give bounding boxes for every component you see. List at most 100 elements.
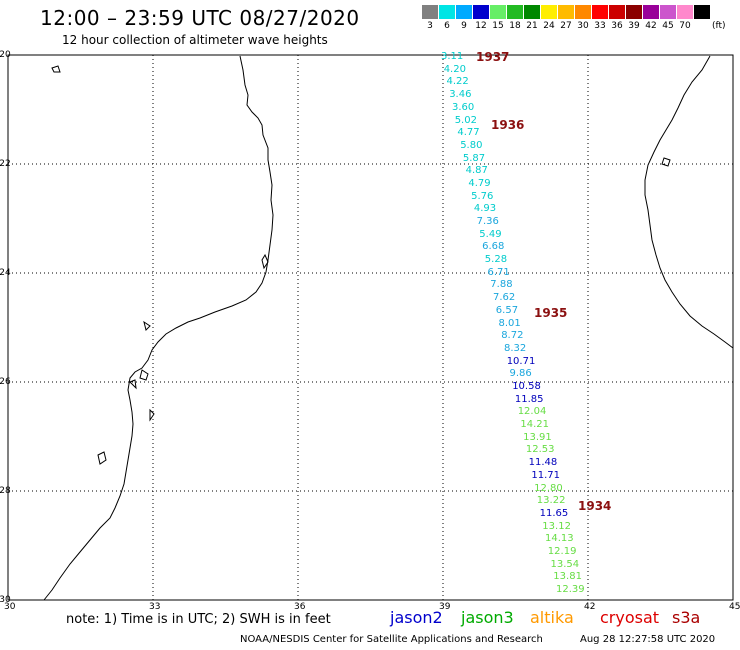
- wave-height-value: 4.87: [465, 165, 488, 177]
- coastline-madagascar-islet: [661, 157, 671, 167]
- wave-height-value: 12.04: [517, 406, 547, 418]
- satellite-name: jason2: [390, 608, 443, 627]
- legend-label: 30: [577, 21, 589, 31]
- legend-label: 12: [475, 21, 487, 31]
- lon-label: 42: [584, 602, 596, 612]
- wave-height-value: 10.58: [512, 381, 541, 392]
- legend-swatch: [541, 5, 557, 19]
- footer-note: note: 1) Time is in UTC; 2) SWH is in fe…: [66, 612, 331, 627]
- legend-label: 18: [509, 21, 521, 31]
- legend-label: 3: [427, 21, 433, 31]
- wave-height-value: 11.71: [531, 469, 561, 481]
- satellite-name: altika: [530, 608, 574, 627]
- wave-height-value: 11.85: [514, 393, 544, 405]
- legend-label: 24: [543, 21, 555, 31]
- wave-height-value: 4.77: [457, 127, 480, 139]
- wave-height-value: 7.62: [493, 292, 516, 304]
- page-title: 12:00 – 23:59 UTC 08/27/2020: [40, 6, 360, 30]
- legend-swatch: [660, 5, 676, 19]
- legend-label: 36: [611, 21, 623, 31]
- legend-unit: (ft): [712, 21, 726, 31]
- grid-lines: [8, 55, 733, 600]
- wave-height-value: 12.80: [534, 482, 563, 494]
- wave-height-value: 12.19: [547, 545, 577, 557]
- legend-swatch: [439, 5, 455, 19]
- legend-label: 45: [662, 21, 674, 31]
- revolution-number: 1935: [534, 306, 568, 320]
- wave-height-value: 12.39: [556, 584, 585, 595]
- revolution-number: 1936: [491, 118, 525, 132]
- wave-height-value: 11.48: [528, 457, 558, 469]
- revolution-number: 1934: [578, 499, 612, 513]
- wave-height-value: 7.36: [476, 216, 499, 227]
- wave-height-value: 12.53: [525, 444, 555, 456]
- wave-height-value: 13.22: [536, 495, 566, 507]
- wave-height-value: 5.87: [462, 152, 486, 164]
- lat-label: -20: [0, 50, 11, 60]
- legend-label: 33: [594, 21, 606, 31]
- wave-height-value: 3.46: [449, 89, 472, 101]
- legend-swatch: [677, 5, 693, 19]
- legend-swatch: [626, 5, 642, 19]
- lon-label: 36: [294, 602, 306, 612]
- legend-label: 39: [628, 21, 640, 31]
- wave-height-value: 4.22: [446, 76, 469, 88]
- revolution-number: 1937: [476, 50, 510, 64]
- wave-height-value: 9.86: [509, 368, 532, 380]
- legend-swatch: [575, 5, 591, 19]
- wave-height-value: 3.60: [452, 101, 475, 113]
- lon-label: 45: [729, 602, 740, 612]
- lon-label: 30: [4, 602, 16, 612]
- legend-swatch: [643, 5, 659, 19]
- legend-label: 42: [645, 21, 657, 31]
- wave-height-value: 10.71: [506, 355, 536, 367]
- inlet: [51, 65, 269, 465]
- lat-label: -24: [0, 268, 11, 278]
- legend-swatch: [473, 5, 489, 19]
- legend-swatch: [592, 5, 608, 19]
- lat-label: -26: [0, 377, 11, 387]
- wave-height-value: 4.20: [443, 63, 466, 75]
- legend-swatch: [456, 5, 472, 19]
- satellite-name: cryosat: [600, 608, 660, 627]
- wave-height-value: 11.65: [539, 507, 569, 519]
- legend-swatch: [609, 5, 625, 19]
- wave-height-value: 8.32: [504, 342, 527, 354]
- wave-height-value: 5.02: [454, 114, 477, 126]
- lat-label: -30: [0, 595, 11, 605]
- legend-swatch: [524, 5, 540, 19]
- legend-label: 6: [444, 21, 450, 31]
- legend-swatch: [694, 5, 710, 19]
- wave-height-value: 8.72: [501, 330, 524, 342]
- wave-height-value: 3.11: [441, 51, 464, 62]
- coastline-madagascar: [644, 55, 734, 349]
- footer-timestamp: Aug 28 12:27:58 UTC 2020: [580, 634, 716, 645]
- legend-label: 70: [679, 21, 691, 31]
- wave-height-value: 5.28: [484, 254, 508, 265]
- coastline-mozambique: [43, 55, 274, 601]
- footer-credit: NOAA/NESDIS Center for Satellite Applica…: [240, 634, 543, 645]
- page-subtitle: 12 hour collection of altimeter wave hei…: [62, 33, 328, 47]
- legend-label: 27: [560, 21, 572, 31]
- map-frame: [7, 54, 734, 601]
- wave-height-value: 13.54: [550, 558, 580, 570]
- wave-height-value: 13.91: [523, 431, 552, 443]
- wave-height-value: 5.76: [471, 190, 494, 202]
- legend-label: 21: [526, 21, 538, 31]
- wave-height-value: 5.80: [460, 139, 483, 151]
- wave-height-value: 6.57: [495, 304, 519, 316]
- wave-height-value: 5.49: [479, 228, 502, 240]
- legend-label: 15: [492, 21, 504, 31]
- legend-swatch: [422, 5, 438, 19]
- satellite-name: s3a: [672, 608, 701, 627]
- wave-height-value: 6.71: [487, 266, 510, 278]
- lat-label: -22: [0, 159, 11, 169]
- lon-label: 33: [149, 602, 161, 612]
- legend-swatch: [490, 5, 506, 19]
- legend-swatch: [507, 5, 523, 19]
- wave-height-value: 8.01: [498, 317, 521, 329]
- legend-label: 9: [461, 21, 467, 31]
- legend-swatch: [558, 5, 574, 19]
- wave-height-value: 14.21: [520, 419, 550, 430]
- wave-height-value: 6.68: [482, 241, 505, 253]
